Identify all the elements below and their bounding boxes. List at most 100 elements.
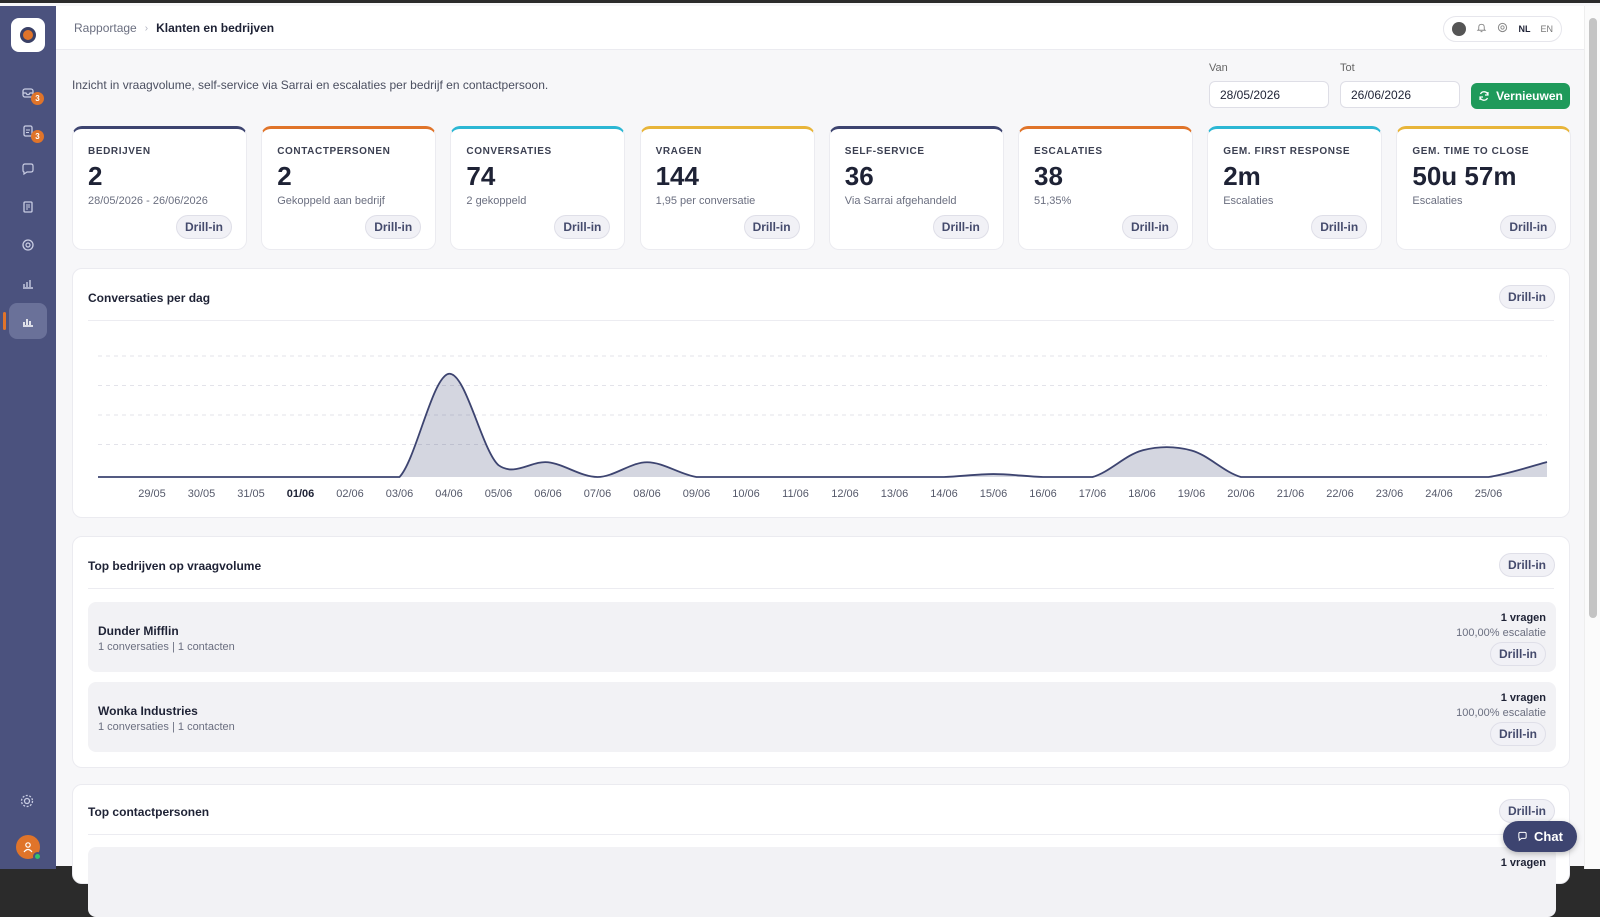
nav-inbox-badge: 3 xyxy=(31,92,44,105)
chart-data-point[interactable] xyxy=(446,371,452,377)
kpi-value: 36 xyxy=(844,161,874,191)
kpi-label: BEDRIJVEN xyxy=(88,146,151,157)
contact-row[interactable]: 1 vragen xyxy=(88,847,1556,917)
kpi-card: CONVERSATIES 74 2 gekoppeld Drill-in xyxy=(450,126,626,250)
lifebuoy-icon xyxy=(22,239,34,251)
chart-data-point[interactable] xyxy=(941,474,947,480)
kpi-drill-in-button[interactable]: Drill-in xyxy=(365,215,422,239)
chart-data-point[interactable] xyxy=(1387,474,1393,480)
chart-data-point[interactable] xyxy=(1337,474,1343,480)
kpi-drill-in-button[interactable]: Drill-in xyxy=(1500,215,1557,239)
chart-data-point[interactable] xyxy=(199,474,205,480)
x-tick-label: 22/06 xyxy=(1326,488,1354,500)
x-tick-label: 24/06 xyxy=(1425,488,1453,500)
refresh-button[interactable]: Vernieuwen xyxy=(1471,83,1570,109)
chat-label: Chat xyxy=(1534,829,1563,844)
kpi-drill-in-button[interactable]: Drill-in xyxy=(1122,215,1178,239)
chart-data-point[interactable] xyxy=(842,474,848,480)
chart-data-point[interactable] xyxy=(347,474,353,480)
scroll-thumb[interactable] xyxy=(1589,18,1597,618)
bell-icon[interactable] xyxy=(1476,22,1487,36)
chart-data-point[interactable] xyxy=(1189,447,1195,453)
chart-data-point[interactable] xyxy=(1139,447,1145,453)
top-controls: NL EN xyxy=(1443,16,1562,42)
nav-inbox[interactable]: 3 xyxy=(9,75,47,111)
top-contacts-panel: Top contactpersonen Drill-in 1 vragen xyxy=(72,784,1570,917)
companies-title: Top bedrijven op vraagvolume xyxy=(88,559,262,573)
scrollbar[interactable] xyxy=(1584,6,1600,869)
kpi-drill-in-button[interactable]: Drill-in xyxy=(1311,215,1368,239)
chart-data-point[interactable] xyxy=(595,474,601,480)
sidebar: 3 3 xyxy=(0,6,56,869)
x-tick-label: 20/06 xyxy=(1227,488,1255,500)
chart-data-point[interactable] xyxy=(545,459,551,465)
conversations-area-chart: 29/05 30/05 31/05 01/06 02/06 03/06 04/06 05/06… xyxy=(97,355,1548,500)
chart-data-point[interactable] xyxy=(248,474,254,480)
kpi-drill-in-button[interactable]: Drill-in xyxy=(554,215,611,239)
chart-data-point[interactable] xyxy=(991,471,997,477)
chat-button[interactable]: Chat xyxy=(1503,821,1577,852)
from-date-input[interactable]: 28/05/2026 xyxy=(1209,81,1329,108)
lang-en-button[interactable]: EN xyxy=(1540,24,1553,34)
chart-data-point[interactable] xyxy=(1486,474,1492,480)
company-row[interactable]: Wonka Industries 1 conversaties | 1 cont… xyxy=(88,682,1556,752)
refresh-icon xyxy=(1479,91,1489,101)
to-label: Tot xyxy=(1340,62,1355,74)
chart-data-point[interactable] xyxy=(1040,474,1046,480)
chart-series-line xyxy=(97,372,1548,478)
company-row[interactable]: Dunder Mifflin 1 conversaties | 1 contac… xyxy=(88,602,1556,672)
nav-reports[interactable] xyxy=(9,265,47,301)
nav-support[interactable] xyxy=(9,227,47,263)
chart-drill-in-button[interactable]: Drill-in xyxy=(1499,285,1555,309)
lifebuoy-icon[interactable] xyxy=(1497,22,1508,36)
chart-data-point[interactable] xyxy=(397,474,403,480)
online-status-dot xyxy=(33,852,42,861)
x-tick-label: 10/06 xyxy=(732,488,760,500)
breadcrumb: Rapportage › Klanten en bedrijven xyxy=(74,21,274,35)
kpi-value: 38 xyxy=(1034,161,1063,191)
page-intro: Inzicht in vraagvolume, self-service via… xyxy=(72,78,549,92)
chart-data-point[interactable] xyxy=(496,462,502,468)
user-icon xyxy=(23,842,33,853)
x-tick-label: 23/06 xyxy=(1376,488,1404,500)
chart-data-point[interactable] xyxy=(1238,474,1244,480)
companies-drill-in-button[interactable]: Drill-in xyxy=(1499,553,1555,577)
kpi-drill-in-button[interactable]: Drill-in xyxy=(932,215,989,239)
gear-icon[interactable] xyxy=(19,793,35,809)
chart-data-point[interactable] xyxy=(1090,474,1096,480)
x-tick-label: 04/06 xyxy=(435,488,463,500)
kpi-card: GEM. FIRST RESPONSE 2m Escalaties Drill-in xyxy=(1207,126,1383,250)
logo-mark xyxy=(20,27,36,43)
breadcrumb-parent[interactable]: Rapportage xyxy=(74,21,137,35)
company-drill-in-button[interactable]: Drill-in xyxy=(1490,722,1546,746)
chart-data-point[interactable] xyxy=(298,474,304,480)
chart-data-point[interactable] xyxy=(694,474,700,480)
chart-data-point[interactable] xyxy=(743,474,749,480)
chart-data-point[interactable] xyxy=(793,474,799,480)
chart-data-point[interactable] xyxy=(892,474,898,480)
company-escalation: 100,00% escalatie xyxy=(1456,707,1546,719)
chart-data-point[interactable] xyxy=(149,474,155,480)
x-tick-label: 03/06 xyxy=(386,488,414,500)
x-tick-label: 02/06 xyxy=(336,488,364,500)
nav-tasks[interactable]: 3 xyxy=(9,113,47,149)
chart-data-point[interactable] xyxy=(644,459,650,465)
kpi-drill-in-button[interactable]: Drill-in xyxy=(743,215,800,239)
contacts-drill-in-button[interactable]: Drill-in xyxy=(1499,799,1555,823)
kpi-subtitle: 2 gekoppeld xyxy=(466,195,527,207)
nav-documents[interactable] xyxy=(9,189,47,225)
x-tick-label: 17/06 xyxy=(1079,488,1107,500)
chart-data-point[interactable] xyxy=(1288,474,1294,480)
company-drill-in-button[interactable]: Drill-in xyxy=(1490,642,1546,666)
kpi-label: CONVERSATIES xyxy=(466,146,552,157)
chart-data-point[interactable] xyxy=(1436,474,1442,480)
theme-toggle[interactable] xyxy=(1452,22,1467,36)
kpi-drill-in-button[interactable]: Drill-in xyxy=(176,215,232,239)
nav-analytics[interactable] xyxy=(3,303,47,339)
panel-divider xyxy=(88,588,1554,589)
to-date-input[interactable]: 26/06/2026 xyxy=(1340,81,1460,108)
nav-chat[interactable] xyxy=(9,151,47,187)
kpi-card: VRAGEN 144 1,95 per conversatie Drill-in xyxy=(639,126,815,250)
app-logo[interactable] xyxy=(11,18,45,52)
lang-nl-button[interactable]: NL xyxy=(1518,24,1531,34)
